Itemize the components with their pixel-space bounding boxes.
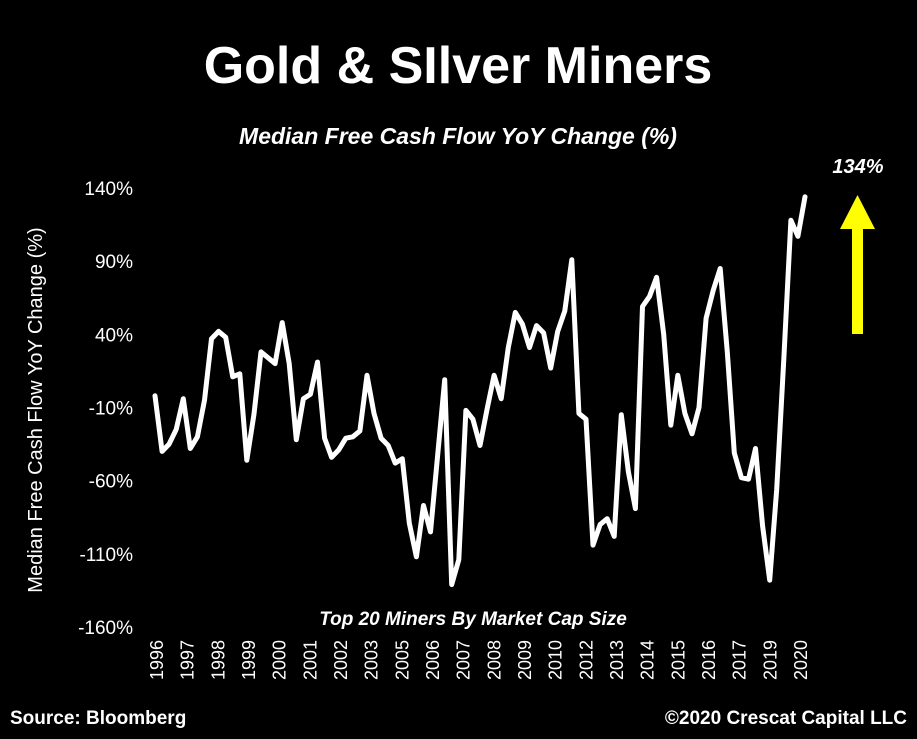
x-tick-label: 2005 xyxy=(392,640,412,680)
x-tick-label: 1996 xyxy=(147,640,167,680)
x-tick-label: 2012 xyxy=(576,640,596,680)
series-points xyxy=(154,196,806,585)
y-tick-label: 90% xyxy=(95,252,133,273)
x-ticks: 1996 1997 1998 1999 2000 2001 2002 2003 2005 2006… xyxy=(147,640,811,680)
callout-arrow-shaft xyxy=(852,226,863,334)
y-tick-label: 140% xyxy=(84,179,133,200)
y-ticks: 140% 90% 40% -10% -60% -110% -160% xyxy=(78,179,133,639)
x-tick-label: 2000 xyxy=(270,640,290,680)
x-tick-label: 2008 xyxy=(484,640,504,680)
source-label: Source: Bloomberg xyxy=(10,708,186,729)
x-tick-label: 2014 xyxy=(638,640,658,680)
y-tick-label: -160% xyxy=(78,618,133,639)
y-tick-label: -110% xyxy=(79,545,133,566)
x-tick-label: 2003 xyxy=(362,640,382,680)
copyright-label: ©2020 Crescat Capital LLC xyxy=(665,708,907,729)
series-line xyxy=(152,194,808,588)
chart-subtitle: Median Free Cash Flow YoY Change (%) xyxy=(239,123,677,149)
x-tick-label: 2015 xyxy=(668,640,688,680)
callout-arrow xyxy=(840,195,875,334)
x-tick-label: 2017 xyxy=(730,640,750,680)
x-tick-label: 1999 xyxy=(239,640,259,680)
x-tick-label: 2002 xyxy=(331,640,351,680)
x-tick-label: 1998 xyxy=(208,640,228,680)
callout-label: 134% xyxy=(832,156,883,178)
x-tick-label: 1997 xyxy=(178,640,198,680)
x-tick-label: 2020 xyxy=(791,640,811,680)
y-tick-label: -60% xyxy=(89,472,133,493)
callout-arrow-head xyxy=(840,195,875,229)
y-axis-label: Median Free Cash Flow YoY Change (%) xyxy=(25,227,47,592)
x-tick-label: 2013 xyxy=(607,640,627,680)
x-tick-label: 2007 xyxy=(454,640,474,680)
x-tick-label: 2019 xyxy=(760,640,780,680)
y-tick-label: 40% xyxy=(95,325,133,346)
inside-annotation: Top 20 Miners By Market Cap Size xyxy=(319,609,627,630)
x-tick-label: 2016 xyxy=(699,640,719,680)
chart-title: Gold & SIlver Miners xyxy=(204,37,713,95)
x-tick-label: 2009 xyxy=(515,640,535,680)
y-tick-label: -10% xyxy=(89,399,133,420)
x-tick-label: 2006 xyxy=(423,640,443,680)
x-tick-label: 2010 xyxy=(546,640,566,680)
x-tick-label: 2001 xyxy=(300,640,320,680)
